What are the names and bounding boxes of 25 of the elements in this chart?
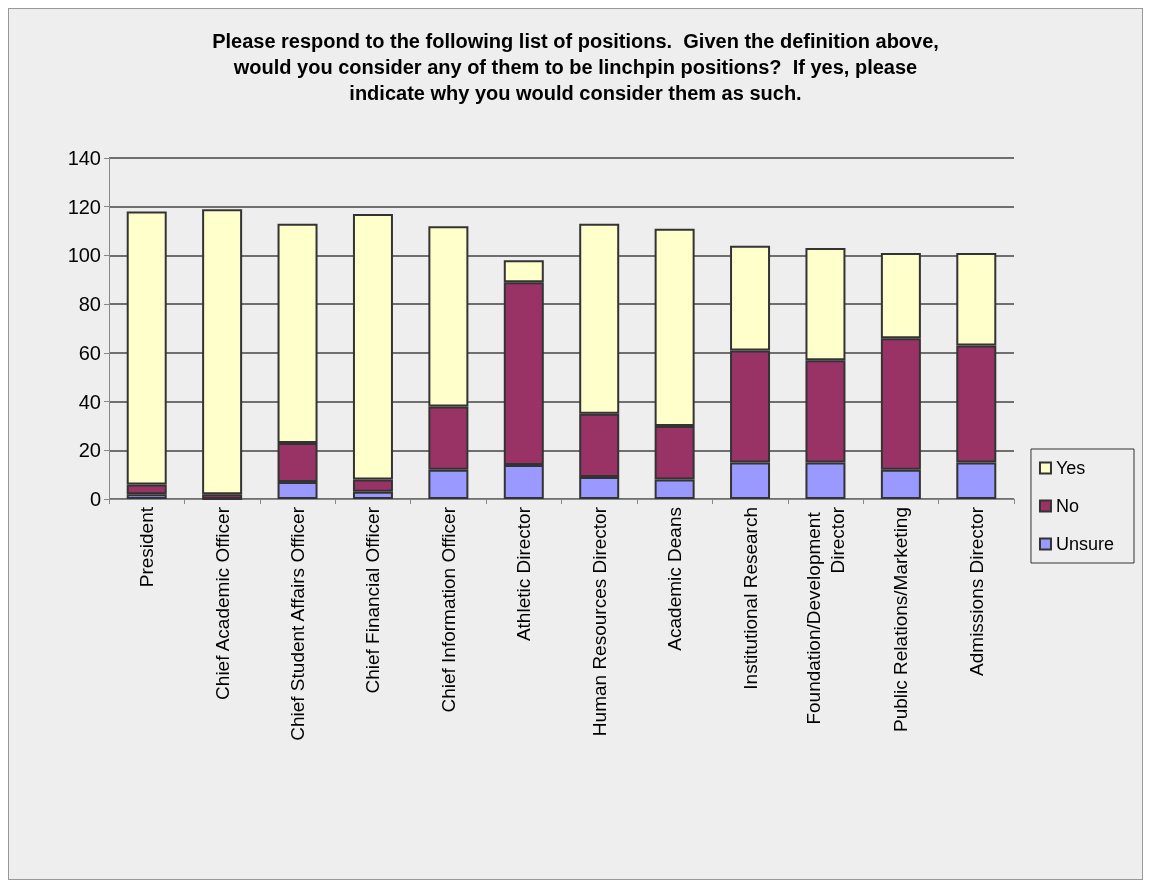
x-tick-label: Human Resources Director [588,506,610,737]
y-tick-label: 100 [67,244,101,267]
y-tick-label: 60 [78,341,101,364]
x-tick-label: Public Relations/Marketing [890,507,912,732]
x-tick-label: Foundation/Development Director [802,506,848,725]
y-tick-label: 20 [78,439,101,462]
x-tick-label: Chief Financial Officer [362,506,384,694]
bar [202,209,243,495]
chart-title: Please respond to the following list of positions. Given the definition above, would you consider any of them to be linchpin positions? If yes, please indicate why you would consider them as such. [212,30,939,104]
legend-label: Yes [1055,458,1086,478]
y-tick-label: 120 [67,195,101,218]
legend-label: Unsure [1055,534,1115,554]
y-tick-label: 80 [78,293,101,316]
x-tick-label: Admissions Director [965,506,987,676]
y-tick-label: 0 [89,488,101,510]
y-tick-label: 140 [67,147,101,169]
x-tick-label: Academic Deans [664,507,686,651]
x-tick-label: Chief Information Officer [437,506,459,713]
x-tick-label: Chief Student Affairs Officer [287,506,309,741]
x-tick-label: Institutional Research [739,507,761,690]
legend-label: No [1055,496,1079,516]
y-tick-label: 40 [78,390,101,413]
x-tick-label: Chief Academic Officer [211,506,233,700]
x-tick-label: Athletic Director [513,506,535,642]
x-tick-label: President [136,506,158,588]
